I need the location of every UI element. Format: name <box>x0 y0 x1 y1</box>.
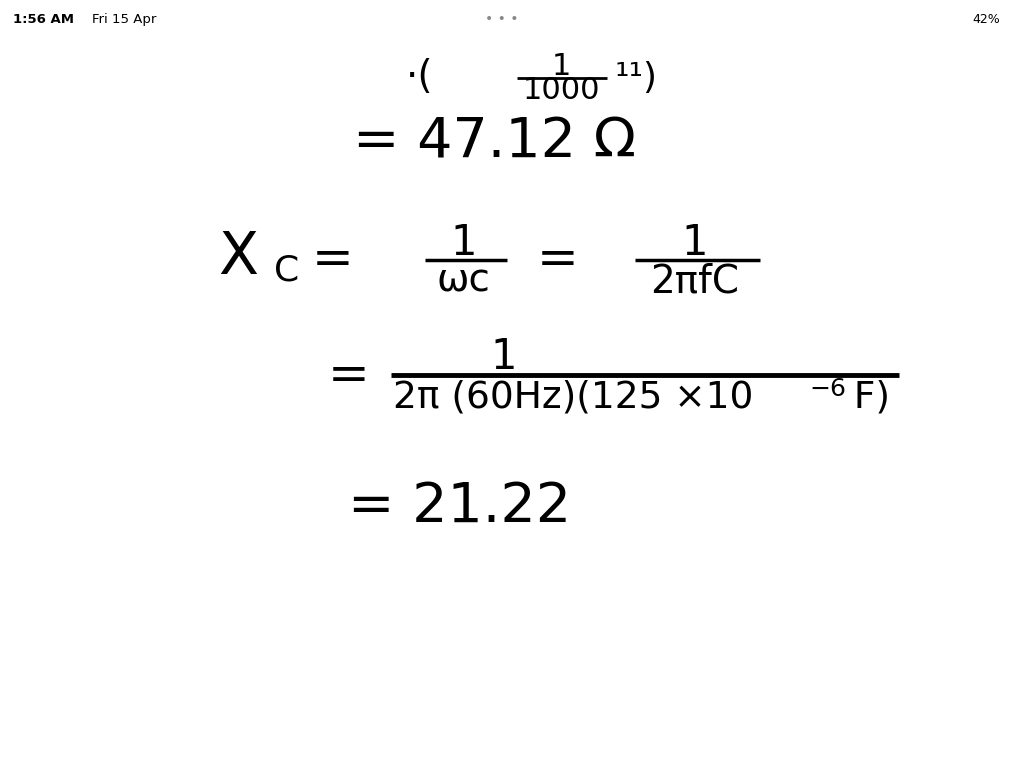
Text: 1000: 1000 <box>522 76 600 105</box>
Text: • • •: • • • <box>485 12 518 25</box>
Text: 42%: 42% <box>973 13 1000 26</box>
Text: = 21.22: = 21.22 <box>348 480 571 534</box>
Text: =: = <box>538 236 579 283</box>
Text: =: = <box>328 353 369 400</box>
Text: C: C <box>274 253 300 287</box>
Text: ·(: ·( <box>406 58 433 96</box>
Text: 1: 1 <box>451 223 477 264</box>
Text: ¹¹): ¹¹) <box>614 61 657 95</box>
Text: = 47.12 Ω: = 47.12 Ω <box>353 115 636 169</box>
Text: ¹¹): ¹¹) <box>788 60 831 94</box>
Text: X: X <box>218 229 258 286</box>
Text: 1: 1 <box>552 52 570 81</box>
Text: 1: 1 <box>681 223 708 264</box>
Text: 2πfC: 2πfC <box>650 262 738 300</box>
Text: 1: 1 <box>490 336 517 378</box>
Text: ωc: ωc <box>437 261 490 300</box>
Text: −6: −6 <box>809 376 846 401</box>
Text: =: = <box>312 236 353 283</box>
Text: 1:56 AM: 1:56 AM <box>13 13 75 26</box>
Text: 2π (60Hz)(125 ×10: 2π (60Hz)(125 ×10 <box>393 380 754 415</box>
Text: F): F) <box>842 380 890 415</box>
Text: Fri 15 Apr: Fri 15 Apr <box>92 13 157 26</box>
